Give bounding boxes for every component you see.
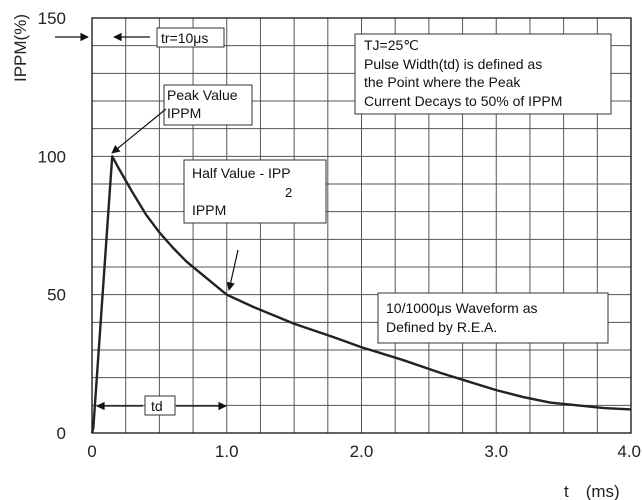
half-arrow: [226, 249, 239, 291]
tj-note-box: [354, 33, 612, 115]
y-axis-label: IPPM(%): [11, 14, 30, 82]
y-tick-label: 100: [38, 147, 66, 166]
waveform-note-line1: 10/1000μs Waveform as: [386, 300, 538, 316]
x-axis-label: t (ms): [564, 482, 620, 500]
x-tick-label: 3.0: [484, 442, 508, 461]
y-tick-label: 50: [47, 286, 66, 305]
tj-note-line4: Current Decays to 50% of IPPM: [364, 93, 562, 109]
tj-note-line2: Pulse Width(td) is defined as: [364, 56, 542, 72]
waveform-curve: [90, 155, 632, 434]
plot-frame: [91, 17, 632, 434]
waveform-note-line2: Defined by R.E.A.: [386, 319, 497, 335]
x-axis-ticks: 0 1.0 2.0 3.0 4.0: [87, 442, 641, 461]
x-tick-label: 2.0: [350, 442, 374, 461]
peak-label-line1: Peak Value: [167, 87, 238, 103]
y-tick-label: 0: [57, 424, 66, 443]
td-label-box: [144, 395, 176, 416]
tj-note-line1: TJ=25℃: [364, 37, 419, 53]
half-label-line1: Half Value - IPP: [192, 165, 291, 181]
x-tick-label: 1.0: [215, 442, 239, 461]
y-axis-ticks: 0 50 100 150: [38, 9, 66, 443]
td-label: td: [151, 398, 163, 414]
tj-note-line3: the Point where the Peak: [364, 74, 521, 90]
tr-label-box: [156, 27, 225, 48]
peak-label-box: [163, 84, 253, 126]
peak-label-line2: IPPM: [167, 105, 201, 121]
waveform-note-box: [377, 292, 609, 344]
half-label-box: [183, 159, 327, 224]
half-label-line3: IPPM: [192, 202, 226, 218]
peak-arrow: [111, 108, 167, 154]
tr-label: tr=10μs: [161, 30, 208, 46]
x-tick-label: 4.0: [617, 442, 641, 461]
x-tick-label: 0: [87, 442, 96, 461]
half-label-line2: 2: [285, 185, 292, 200]
y-tick-label: 150: [38, 9, 66, 28]
